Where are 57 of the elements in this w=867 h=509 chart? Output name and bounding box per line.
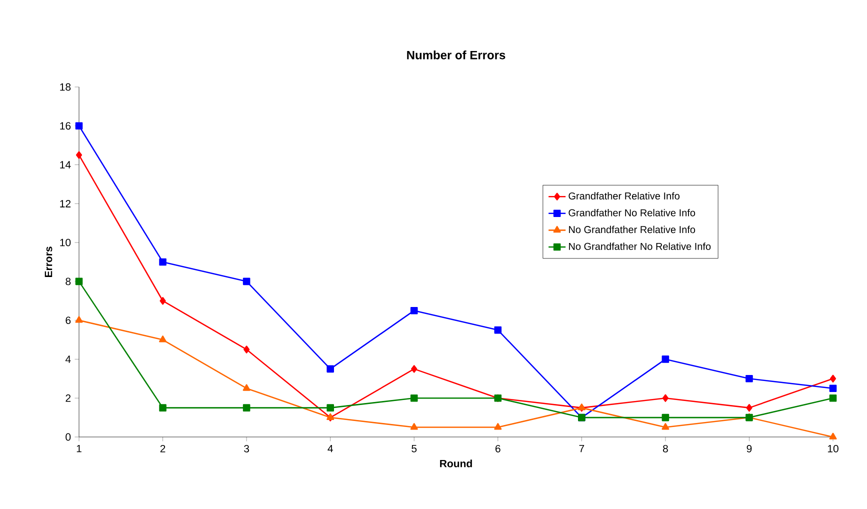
point (829, 384, 837, 392)
point (76, 151, 82, 159)
x-tick-label: 10 (828, 444, 838, 452)
point (410, 423, 418, 430)
x-tick-label: 1 (76, 444, 82, 452)
y-tick-label: 16 (60, 122, 71, 130)
legend-label: No Grandfather No Relative Info (569, 242, 711, 250)
x-tick-label: 7 (579, 444, 584, 452)
y-tick-label: 18 (60, 83, 71, 91)
point (160, 297, 166, 305)
point (244, 346, 250, 354)
legend-label: Grandfather No Relative Info (568, 208, 696, 216)
point (75, 316, 83, 323)
point (242, 278, 250, 286)
point (746, 404, 752, 412)
y-tick-label: 12 (60, 200, 71, 208)
y-tick-label: 0 (66, 433, 71, 441)
point (159, 258, 166, 266)
x-tick-label: 8 (662, 444, 668, 452)
x-tick-label: 2 (160, 444, 166, 452)
x-tick-label: 6 (496, 444, 500, 452)
point (242, 384, 250, 391)
x-tick-label: 4 (328, 444, 333, 452)
point (75, 122, 83, 130)
point (242, 404, 250, 412)
point (159, 336, 167, 342)
y-tick-label: 10 (60, 238, 71, 246)
y-axis-title: Errors (44, 246, 52, 278)
legend-label: No Grandfather Relative Info (569, 226, 696, 234)
point (662, 394, 668, 402)
point (746, 375, 753, 382)
y-tick-label: 14 (60, 161, 71, 168)
point (411, 365, 418, 373)
point (662, 423, 670, 430)
x-tick-label: 9 (746, 444, 752, 452)
point (75, 278, 83, 286)
point (410, 394, 418, 402)
point (326, 404, 334, 412)
x-tick-label: 3 (244, 444, 250, 452)
y-tick-label: 2 (66, 394, 71, 402)
point (829, 394, 837, 402)
y-tick-label: 4 (65, 356, 71, 363)
point (830, 374, 836, 382)
point (410, 306, 418, 314)
point (494, 423, 502, 430)
chart-title: Number of Errors (407, 50, 506, 60)
point (662, 356, 670, 363)
point (326, 365, 334, 373)
point (662, 414, 670, 422)
x-tick-label: 5 (412, 444, 417, 452)
legend-label: Grandfather Relative Info (568, 192, 680, 200)
y-tick-label: 6 (66, 316, 71, 324)
point (494, 326, 502, 334)
x-axis-title: Round (440, 460, 472, 468)
y-tick-label: 8 (66, 278, 71, 286)
point (829, 432, 837, 440)
point (159, 404, 166, 412)
